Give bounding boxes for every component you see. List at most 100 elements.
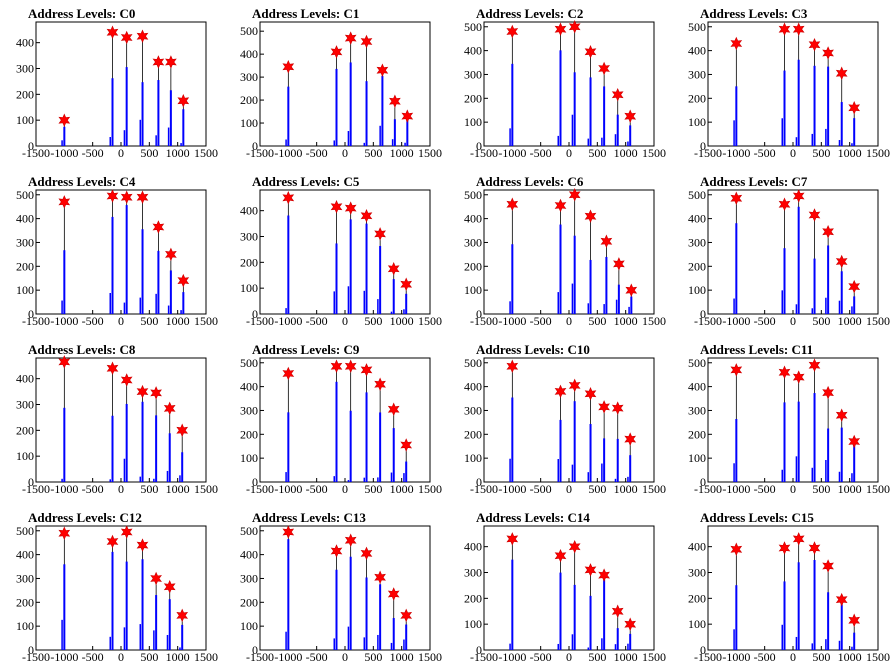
histogram-bar [603, 304, 605, 314]
y-tick-label: 200 [240, 595, 258, 609]
x-tick-label: 1500 [418, 146, 442, 160]
y-tick-label: 500 [688, 20, 706, 34]
histogram-bar [109, 293, 111, 314]
histogram-bar [840, 102, 843, 146]
y-tick-label: 100 [464, 451, 482, 465]
x-tick-label: -500 [82, 482, 104, 496]
histogram-bar [511, 63, 514, 146]
histogram-bar [390, 311, 393, 314]
plot-frame [259, 525, 431, 651]
histogram-bar [811, 308, 814, 314]
y-tick-label: 0 [700, 139, 706, 153]
histogram-bar [347, 480, 350, 482]
chart-title: Address Levels: C5 [252, 174, 360, 189]
histogram-bar [335, 381, 338, 482]
peak-star-marker [389, 94, 401, 108]
x-tick-label: -1000 [274, 482, 302, 496]
x-tick-label: -500 [530, 482, 552, 496]
peak-star-marker [282, 525, 295, 539]
chart-svg: Address Levels: C70100200300400500-1500-… [688, 174, 890, 328]
histogram-bar [287, 215, 290, 314]
peak-star-marker [554, 384, 567, 399]
peak-star-marker [120, 373, 133, 387]
y-tick-label: 400 [464, 540, 482, 554]
histogram-bar [179, 475, 181, 482]
chart-panel-14: Address Levels: C14 0 100 200 300 400 -1500 -10… [448, 504, 672, 672]
peak-star-marker [120, 525, 133, 539]
histogram-bar [559, 419, 562, 482]
histogram-bar [781, 624, 783, 650]
x-tick-label: 1500 [642, 314, 666, 328]
peak-star-marker [611, 87, 624, 102]
peak-star-marker [600, 234, 613, 249]
peak-star-marker [848, 613, 861, 628]
histogram-bar [349, 556, 352, 650]
chart-title: Address Levels: C15 [700, 510, 814, 525]
x-tick-label: 1500 [642, 146, 666, 160]
histogram-bar [571, 464, 574, 482]
peak-star-marker [387, 262, 400, 276]
peak-star-marker [506, 532, 519, 546]
histogram-bar [733, 463, 735, 482]
histogram-bar [827, 245, 830, 314]
chart-panel-9: Address Levels: C9 0 100 200 300 400 500 -1500-… [224, 336, 448, 504]
x-tick-label: -1000 [722, 314, 750, 328]
peak-star-marker [730, 363, 743, 377]
histogram-bar [333, 476, 335, 482]
histogram-bar [347, 286, 350, 314]
y-tick-label: 0 [476, 307, 482, 321]
chart-title: Address Levels: C10 [476, 342, 590, 357]
histogram-bar [180, 310, 182, 314]
y-tick-label: 0 [28, 307, 34, 321]
chart-panel-4: Address Levels: C4 0 100 200 300 400 500 -1500-… [0, 168, 224, 336]
histogram-bar [627, 643, 629, 650]
histogram-bar [363, 477, 366, 482]
x-tick-label: -500 [306, 650, 328, 664]
peak-star-marker [177, 273, 190, 288]
peak-star-marker [568, 539, 581, 554]
histogram-bar [403, 309, 405, 314]
x-tick-label: 1000 [166, 146, 190, 160]
histogram-bar [616, 438, 619, 482]
x-tick-label: -500 [82, 650, 104, 664]
histogram-bar [166, 634, 169, 650]
x-tick-label: -1000 [498, 146, 526, 160]
y-tick-label: 100 [16, 619, 34, 633]
peak-star-marker [611, 604, 624, 619]
peak-star-marker [387, 402, 400, 417]
y-tick-label: 300 [16, 62, 34, 76]
histogram-bar [509, 301, 511, 314]
y-tick-label: 400 [688, 380, 706, 394]
y-tick-label: 300 [688, 566, 706, 580]
x-tick-label: 500 [364, 482, 382, 496]
histogram-bar [840, 271, 843, 314]
chart-svg: Address Levels: C14 0 100 200 300 400 -1500 -10… [464, 510, 666, 664]
histogram-bar [365, 81, 368, 146]
histogram-bar [827, 592, 830, 650]
chart-svg: Address Levels: C15 0 100 200 300 400 -1500 -10… [688, 510, 890, 664]
x-tick-label: 1000 [614, 146, 638, 160]
histogram-bar [181, 624, 184, 650]
histogram-bar [851, 646, 853, 650]
peak-star-marker [106, 25, 119, 40]
x-tick-label: 1000 [390, 482, 414, 496]
y-tick-label: 500 [240, 524, 258, 538]
peak-star-marker [792, 189, 805, 203]
x-tick-label: -1000 [50, 314, 78, 328]
histogram-bar [109, 636, 111, 650]
y-tick-label: 0 [476, 643, 482, 657]
histogram-bar [589, 259, 592, 314]
histogram-bar [61, 300, 63, 314]
peak-star-marker [282, 191, 295, 205]
x-tick-label: 500 [364, 650, 382, 664]
histogram-bar [783, 581, 786, 650]
y-tick-label: 400 [240, 548, 258, 562]
histogram-bar [405, 624, 408, 650]
histogram-bar [617, 284, 620, 314]
histogram-bar [390, 642, 393, 650]
histogram-bar [377, 634, 379, 650]
peak-star-marker [808, 208, 821, 222]
x-tick-label: 1000 [614, 314, 638, 328]
histogram-bar [511, 244, 514, 314]
chart-panel-3: Address Levels: C3 0 100 200 300 400 500 -1500-… [672, 0, 896, 168]
